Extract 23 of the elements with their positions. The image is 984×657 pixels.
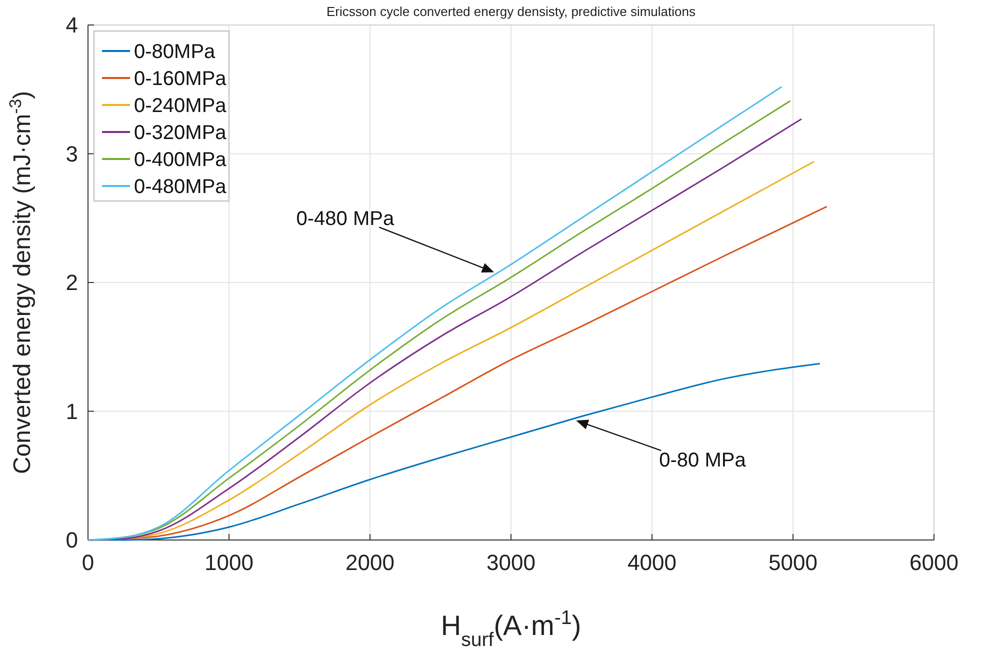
legend-label: 0-240MPa: [134, 95, 228, 117]
legend-label: 0-80MPa: [134, 41, 216, 63]
x-tick-label: 3000: [486, 550, 536, 575]
x-tick-label: 6000: [910, 550, 958, 575]
y-tick-label: 3: [66, 141, 78, 166]
x-tick-label: 2000: [346, 550, 394, 575]
x-tick-label: 4000: [628, 550, 676, 575]
line-series: [87, 362, 821, 541]
y-tick-label: 1: [66, 398, 78, 424]
legend-label: 0-320MPa: [134, 122, 228, 144]
x-tick-label: 1000: [204, 550, 254, 575]
legend-label: 0-400MPa: [134, 149, 228, 171]
y-tick-label: 0: [66, 528, 78, 553]
y-tick-label: 2: [66, 270, 78, 296]
y-tick-label: 4: [66, 12, 78, 38]
chart-title: Ericsson cycle converted energy densisty, predictive simulations: [326, 4, 696, 19]
annotation: 0-480 MPa: [296, 208, 395, 230]
legend-label: 0-480MPa: [134, 176, 228, 198]
x-tick-label: 0: [82, 550, 94, 575]
x-axis-title: H$_{surf}$(A·m$^{-1}$): [440, 607, 582, 651]
x-tick-label: 5000: [768, 550, 818, 575]
annotation: 0-80 MPa: [659, 450, 747, 472]
legend-label: 0-160MPa: [134, 68, 228, 90]
